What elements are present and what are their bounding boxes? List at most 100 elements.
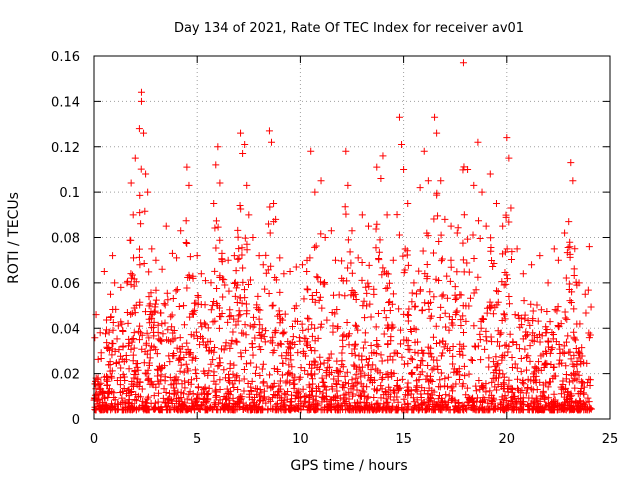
data-point	[443, 294, 451, 302]
data-point	[212, 400, 220, 408]
data-point	[297, 364, 305, 372]
data-point	[463, 384, 471, 392]
data-point	[434, 402, 442, 410]
data-point	[103, 339, 111, 347]
data-point	[316, 293, 324, 301]
data-point	[330, 375, 338, 383]
data-point	[215, 354, 223, 362]
data-point	[513, 375, 521, 383]
data-point	[494, 298, 502, 306]
y-tick-label: 0.14	[51, 95, 80, 110]
data-point	[365, 355, 373, 363]
data-point	[338, 349, 346, 357]
data-point	[390, 349, 398, 357]
data-point	[154, 329, 162, 337]
data-point	[452, 308, 460, 316]
data-point	[531, 398, 539, 406]
data-point	[531, 364, 539, 372]
data-point	[314, 274, 322, 282]
data-point	[270, 379, 278, 387]
data-point	[249, 234, 257, 241]
data-point	[351, 321, 359, 329]
data-point	[437, 231, 445, 239]
data-point	[267, 384, 275, 392]
data-point	[572, 278, 580, 286]
data-point	[374, 342, 382, 350]
data-point	[304, 338, 312, 346]
data-point	[571, 245, 579, 253]
data-point	[276, 377, 284, 385]
data-point	[499, 379, 507, 387]
data-point	[446, 347, 454, 355]
data-point	[581, 290, 589, 298]
data-point	[520, 297, 528, 305]
data-point	[129, 357, 137, 365]
data-point	[119, 327, 127, 335]
data-point	[277, 340, 285, 348]
data-point	[393, 211, 401, 219]
data-point	[193, 252, 201, 260]
data-point	[175, 303, 183, 311]
data-point	[209, 301, 217, 309]
data-point	[564, 332, 572, 340]
data-point	[164, 326, 172, 334]
data-point	[319, 393, 327, 401]
x-tick-label: 0	[90, 432, 98, 447]
data-point	[361, 392, 369, 400]
data-point	[570, 265, 578, 273]
data-point	[151, 300, 159, 308]
data-point	[145, 334, 153, 342]
data-point	[340, 394, 348, 402]
data-point	[276, 254, 284, 262]
data-point	[128, 406, 136, 414]
data-point	[216, 376, 224, 384]
data-point	[423, 261, 431, 269]
data-point	[536, 338, 544, 346]
data-point	[462, 391, 470, 399]
data-point	[100, 268, 108, 276]
data-point	[282, 391, 290, 399]
data-point	[146, 361, 153, 369]
data-point	[482, 388, 490, 396]
data-point	[243, 240, 251, 248]
data-point	[262, 269, 270, 277]
data-point	[465, 370, 473, 378]
data-point	[543, 307, 551, 315]
data-point	[495, 366, 503, 374]
data-point	[312, 242, 320, 250]
data-point	[343, 318, 351, 326]
data-point	[378, 357, 386, 365]
data-point	[430, 356, 438, 364]
data-point	[278, 352, 286, 360]
data-point	[174, 388, 182, 396]
data-point	[505, 300, 513, 308]
data-point	[260, 333, 268, 341]
data-point	[286, 268, 294, 276]
data-point	[172, 287, 180, 295]
data-point	[384, 341, 392, 349]
data-point	[176, 334, 184, 342]
data-point	[215, 324, 223, 332]
data-point	[559, 377, 567, 385]
data-point	[571, 384, 579, 392]
data-point	[143, 403, 151, 411]
data-point	[280, 328, 288, 336]
data-point	[122, 390, 130, 398]
data-point	[490, 259, 498, 267]
data-point	[397, 340, 405, 348]
data-point	[358, 211, 366, 219]
data-point	[339, 343, 347, 351]
x-tick-label: 5	[193, 432, 201, 447]
data-point	[344, 264, 352, 272]
data-point	[424, 361, 432, 369]
data-point	[487, 234, 495, 242]
data-point	[342, 147, 350, 155]
data-point	[430, 293, 438, 301]
data-point	[140, 129, 148, 137]
data-point	[107, 290, 115, 298]
data-point	[420, 147, 428, 155]
data-point	[476, 235, 484, 243]
data-point	[357, 367, 365, 375]
data-point	[494, 288, 502, 296]
data-point	[251, 369, 259, 377]
